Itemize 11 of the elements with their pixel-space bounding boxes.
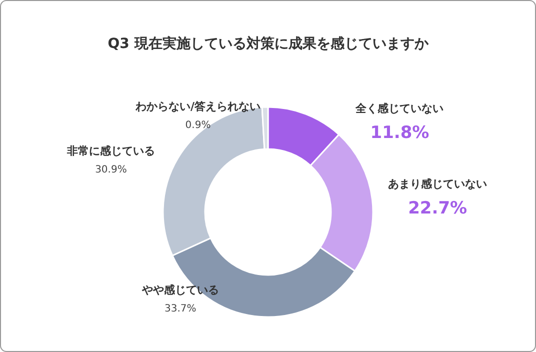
data-label: 22.7% xyxy=(408,198,468,218)
data-label: 33.7% xyxy=(164,304,196,315)
slice-label: わからない/答えられない xyxy=(134,100,261,114)
slice-label: 非常に感じている xyxy=(66,144,155,158)
data-label: 0.9% xyxy=(185,120,211,132)
slice-label: 全く感じていない xyxy=(354,102,444,116)
chart-title: Q3 現在実施している対策に成果を感じていますか xyxy=(108,35,430,52)
data-label: 30.9% xyxy=(95,164,127,176)
slice-label: やや感じている xyxy=(140,284,219,297)
data-label: 11.8% xyxy=(370,123,430,144)
slice-label: あまり感じていない xyxy=(388,177,488,190)
